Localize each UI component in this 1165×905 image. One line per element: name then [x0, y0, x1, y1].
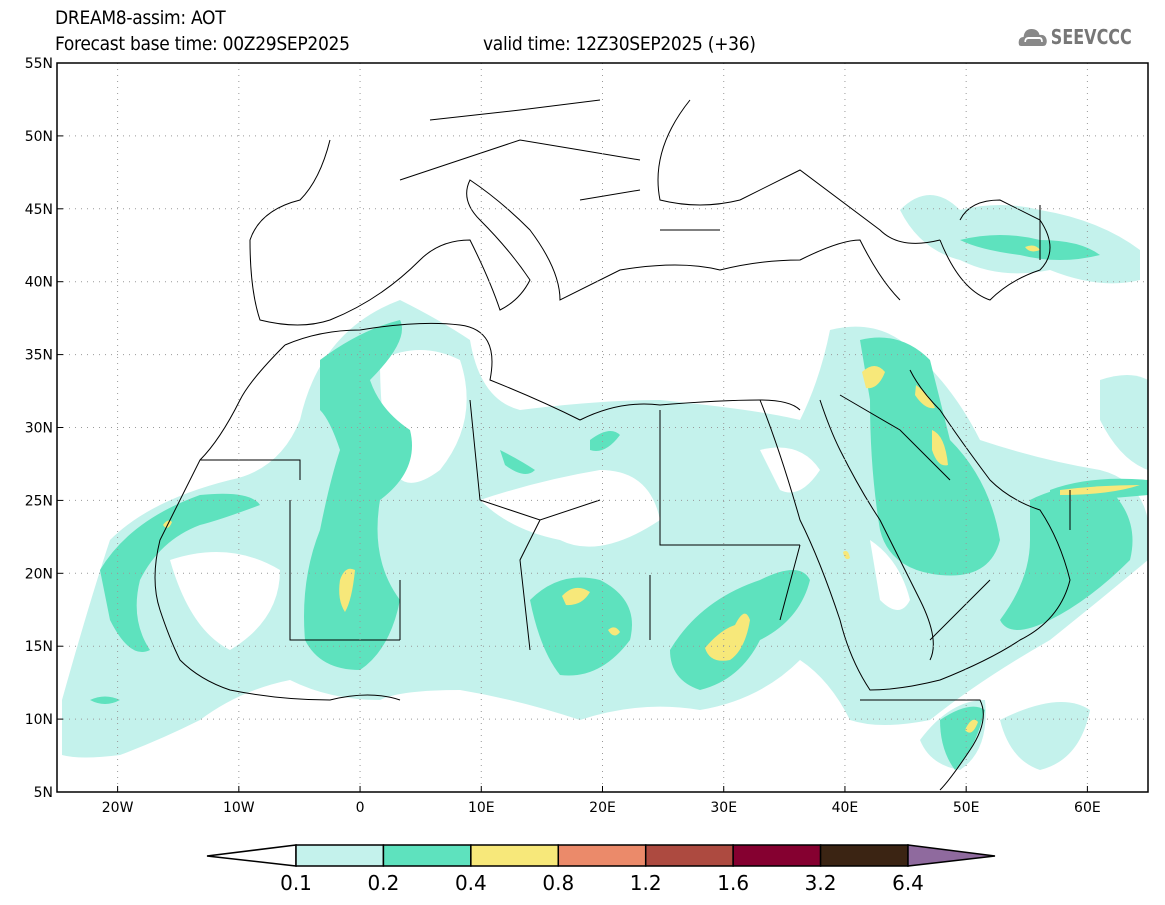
lon-label: 20E: [589, 800, 616, 816]
lat-label: 20N: [25, 566, 53, 582]
lon-label: 30E: [710, 800, 737, 816]
colorbar-label: 3.2: [805, 871, 837, 895]
colorbar-swatch: [295, 844, 385, 867]
colorbar-label: 0.1: [280, 871, 312, 895]
lon-label: 60E: [1074, 800, 1101, 816]
lat-label: 55N: [25, 56, 53, 72]
map-axes: 20W 10W 0 10E 20E 30E 40E 50E 60E 55N 50N 45N 40N 35N…: [25, 56, 1101, 816]
colorbar-label: 0.8: [542, 871, 574, 895]
seevccc-logo: SEEVCCC: [1018, 24, 1132, 50]
colorbar-swatch: [470, 844, 560, 867]
colorbar-swatch: [382, 844, 472, 867]
lon-label: 0: [356, 800, 365, 816]
colorbar-label: 1.2: [630, 871, 662, 895]
colorbar-label: 6.4: [892, 871, 924, 895]
lat-label: 50N: [25, 129, 53, 145]
aot-field: [57, 63, 1148, 792]
valid-time: valid time: 12Z30SEP2025 (+36): [483, 33, 756, 55]
colorbar-swatch: [644, 844, 734, 867]
lat-label: 35N: [25, 348, 53, 364]
lon-label: 10W: [223, 800, 255, 816]
coastlines: [154, 99, 1071, 791]
aot-level-0.2: [90, 235, 1148, 770]
forecast-base-time: Forecast base time: 00Z29SEP2025: [55, 33, 350, 55]
logo-text: SEEVCCC: [1050, 25, 1132, 49]
colorbar-label: 1.6: [717, 871, 749, 895]
colorbar: 0.1 0.2 0.4 0.8 1.2 1.6 3.2 6.4: [206, 844, 996, 895]
lat-label: 40N: [25, 275, 53, 291]
colorbar-swatch: [732, 844, 822, 867]
lon-label: 10E: [468, 800, 495, 816]
colorbar-high-extension: [907, 844, 996, 867]
lat-label: 10N: [25, 712, 53, 728]
lat-label: 5N: [34, 785, 53, 801]
colorbar-label: 0.4: [455, 871, 487, 895]
colorbar-swatch: [819, 844, 909, 867]
colorbar-label: 0.2: [368, 871, 400, 895]
lat-label: 15N: [25, 639, 53, 655]
cloud-icon: [1018, 29, 1047, 46]
lat-label: 45N: [25, 202, 53, 218]
aot-level-0.4: [163, 245, 1140, 733]
lat-label: 30N: [25, 421, 53, 437]
chart-title: DREAM8-assim: AOT: [55, 7, 226, 29]
colorbar-swatch: [557, 844, 647, 867]
lon-label: 50E: [953, 800, 980, 816]
lon-label: 40E: [832, 800, 859, 816]
colorbar-low-extension: [206, 844, 297, 867]
lat-label: 25N: [25, 493, 53, 509]
lon-label: 20W: [102, 800, 134, 816]
